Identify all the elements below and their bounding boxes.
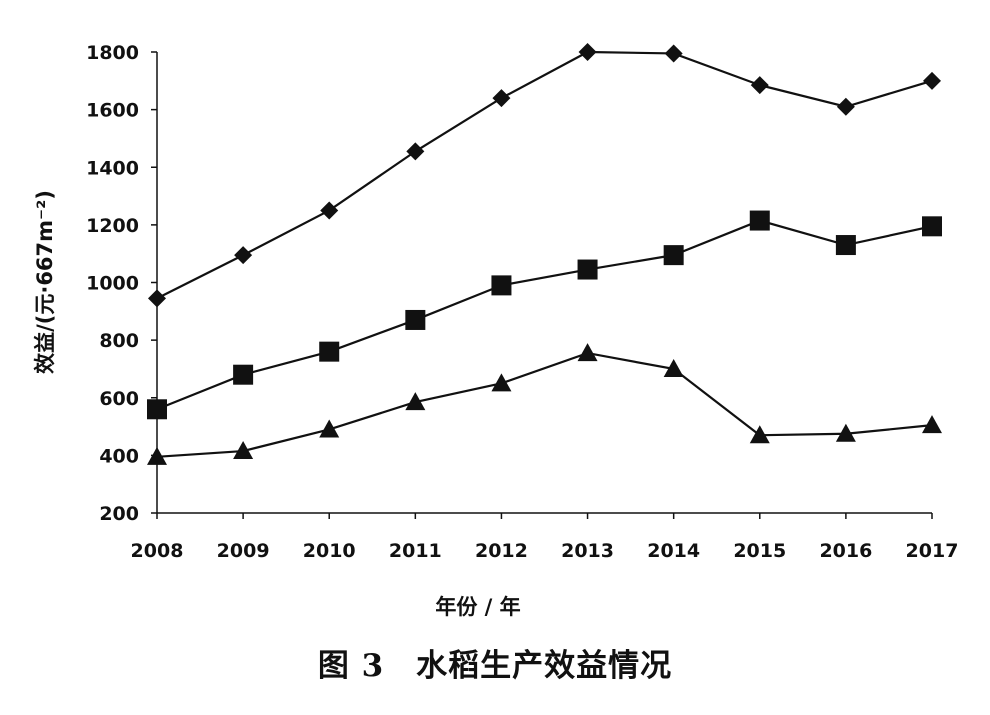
data-point-triangle — [922, 415, 942, 434]
data-point-square — [319, 341, 340, 362]
data-point-square — [577, 259, 598, 280]
series-line-square — [156, 219, 933, 411]
x-tick-label: 2014 — [647, 540, 700, 562]
data-point-diamond — [664, 44, 683, 63]
data-point-triangle — [663, 358, 684, 377]
x-tick-label: 2013 — [561, 540, 614, 562]
data-point-square — [835, 235, 856, 256]
data-point-square — [749, 210, 770, 231]
series-line-diamond — [156, 50, 933, 300]
data-point-square — [491, 275, 512, 296]
y-tick-label: 400 — [99, 445, 139, 467]
y-tick-label: 200 — [99, 503, 139, 525]
x-tick-label: 2012 — [475, 540, 528, 562]
data-point-square — [405, 309, 426, 330]
series-diamond — [148, 43, 941, 308]
x-tick-label: 2017 — [906, 540, 959, 562]
data-point-triangle — [491, 373, 512, 392]
data-point-triangle — [405, 392, 426, 411]
data-point-diamond — [320, 201, 339, 220]
data-point-diamond — [148, 289, 166, 308]
series-triangle — [147, 343, 942, 465]
x-tick-label: 2016 — [819, 540, 872, 562]
y-tick-label: 1800 — [86, 42, 139, 64]
data-point-diamond — [923, 71, 941, 90]
data-point-triangle — [835, 423, 856, 442]
y-tick-label: 800 — [99, 330, 139, 352]
x-tick-label: 2009 — [217, 540, 270, 562]
data-point-triangle — [749, 425, 770, 444]
data-point-diamond — [750, 76, 769, 95]
x-tick-label: 2015 — [733, 540, 786, 562]
y-tick-label: 1400 — [86, 157, 139, 179]
y-tick-label: 1200 — [86, 215, 139, 237]
data-point-triangle — [577, 343, 598, 362]
data-point-triangle — [319, 419, 340, 438]
data-point-square — [147, 399, 167, 420]
x-tick-label: 2008 — [131, 540, 184, 562]
data-point-diamond — [406, 142, 425, 161]
series-line-triangle — [156, 351, 933, 458]
x-tick-label: 2011 — [389, 540, 442, 562]
series-layer — [147, 43, 942, 465]
data-point-square — [922, 216, 942, 237]
x-tick-label: 2010 — [303, 540, 356, 562]
data-point-diamond — [234, 246, 253, 265]
data-point-square — [233, 364, 254, 385]
series-square — [147, 210, 942, 420]
data-point-diamond — [836, 97, 855, 116]
y-axis-title: 效益/(元·667m⁻²) — [33, 190, 57, 374]
figure-caption: 图 3 水稻生产效益情况 — [317, 648, 673, 684]
data-point-triangle — [147, 446, 167, 465]
data-point-diamond — [578, 43, 597, 61]
data-point-triangle — [233, 441, 254, 460]
y-axis-ticks: 200 400 600 800 1000 1200 1400 1600 1800 — [86, 42, 157, 525]
y-tick-label: 600 — [99, 388, 139, 410]
y-tick-label: 1600 — [86, 100, 139, 122]
x-axis-title: 年份 / 年 — [435, 595, 520, 619]
x-axis-ticks: 2008 2009 2010 2011 2012 2013 2014 2015 2016 2017 — [131, 513, 959, 562]
data-point-square — [663, 245, 684, 266]
y-tick-label: 1000 — [86, 273, 139, 295]
data-point-diamond — [492, 89, 511, 108]
